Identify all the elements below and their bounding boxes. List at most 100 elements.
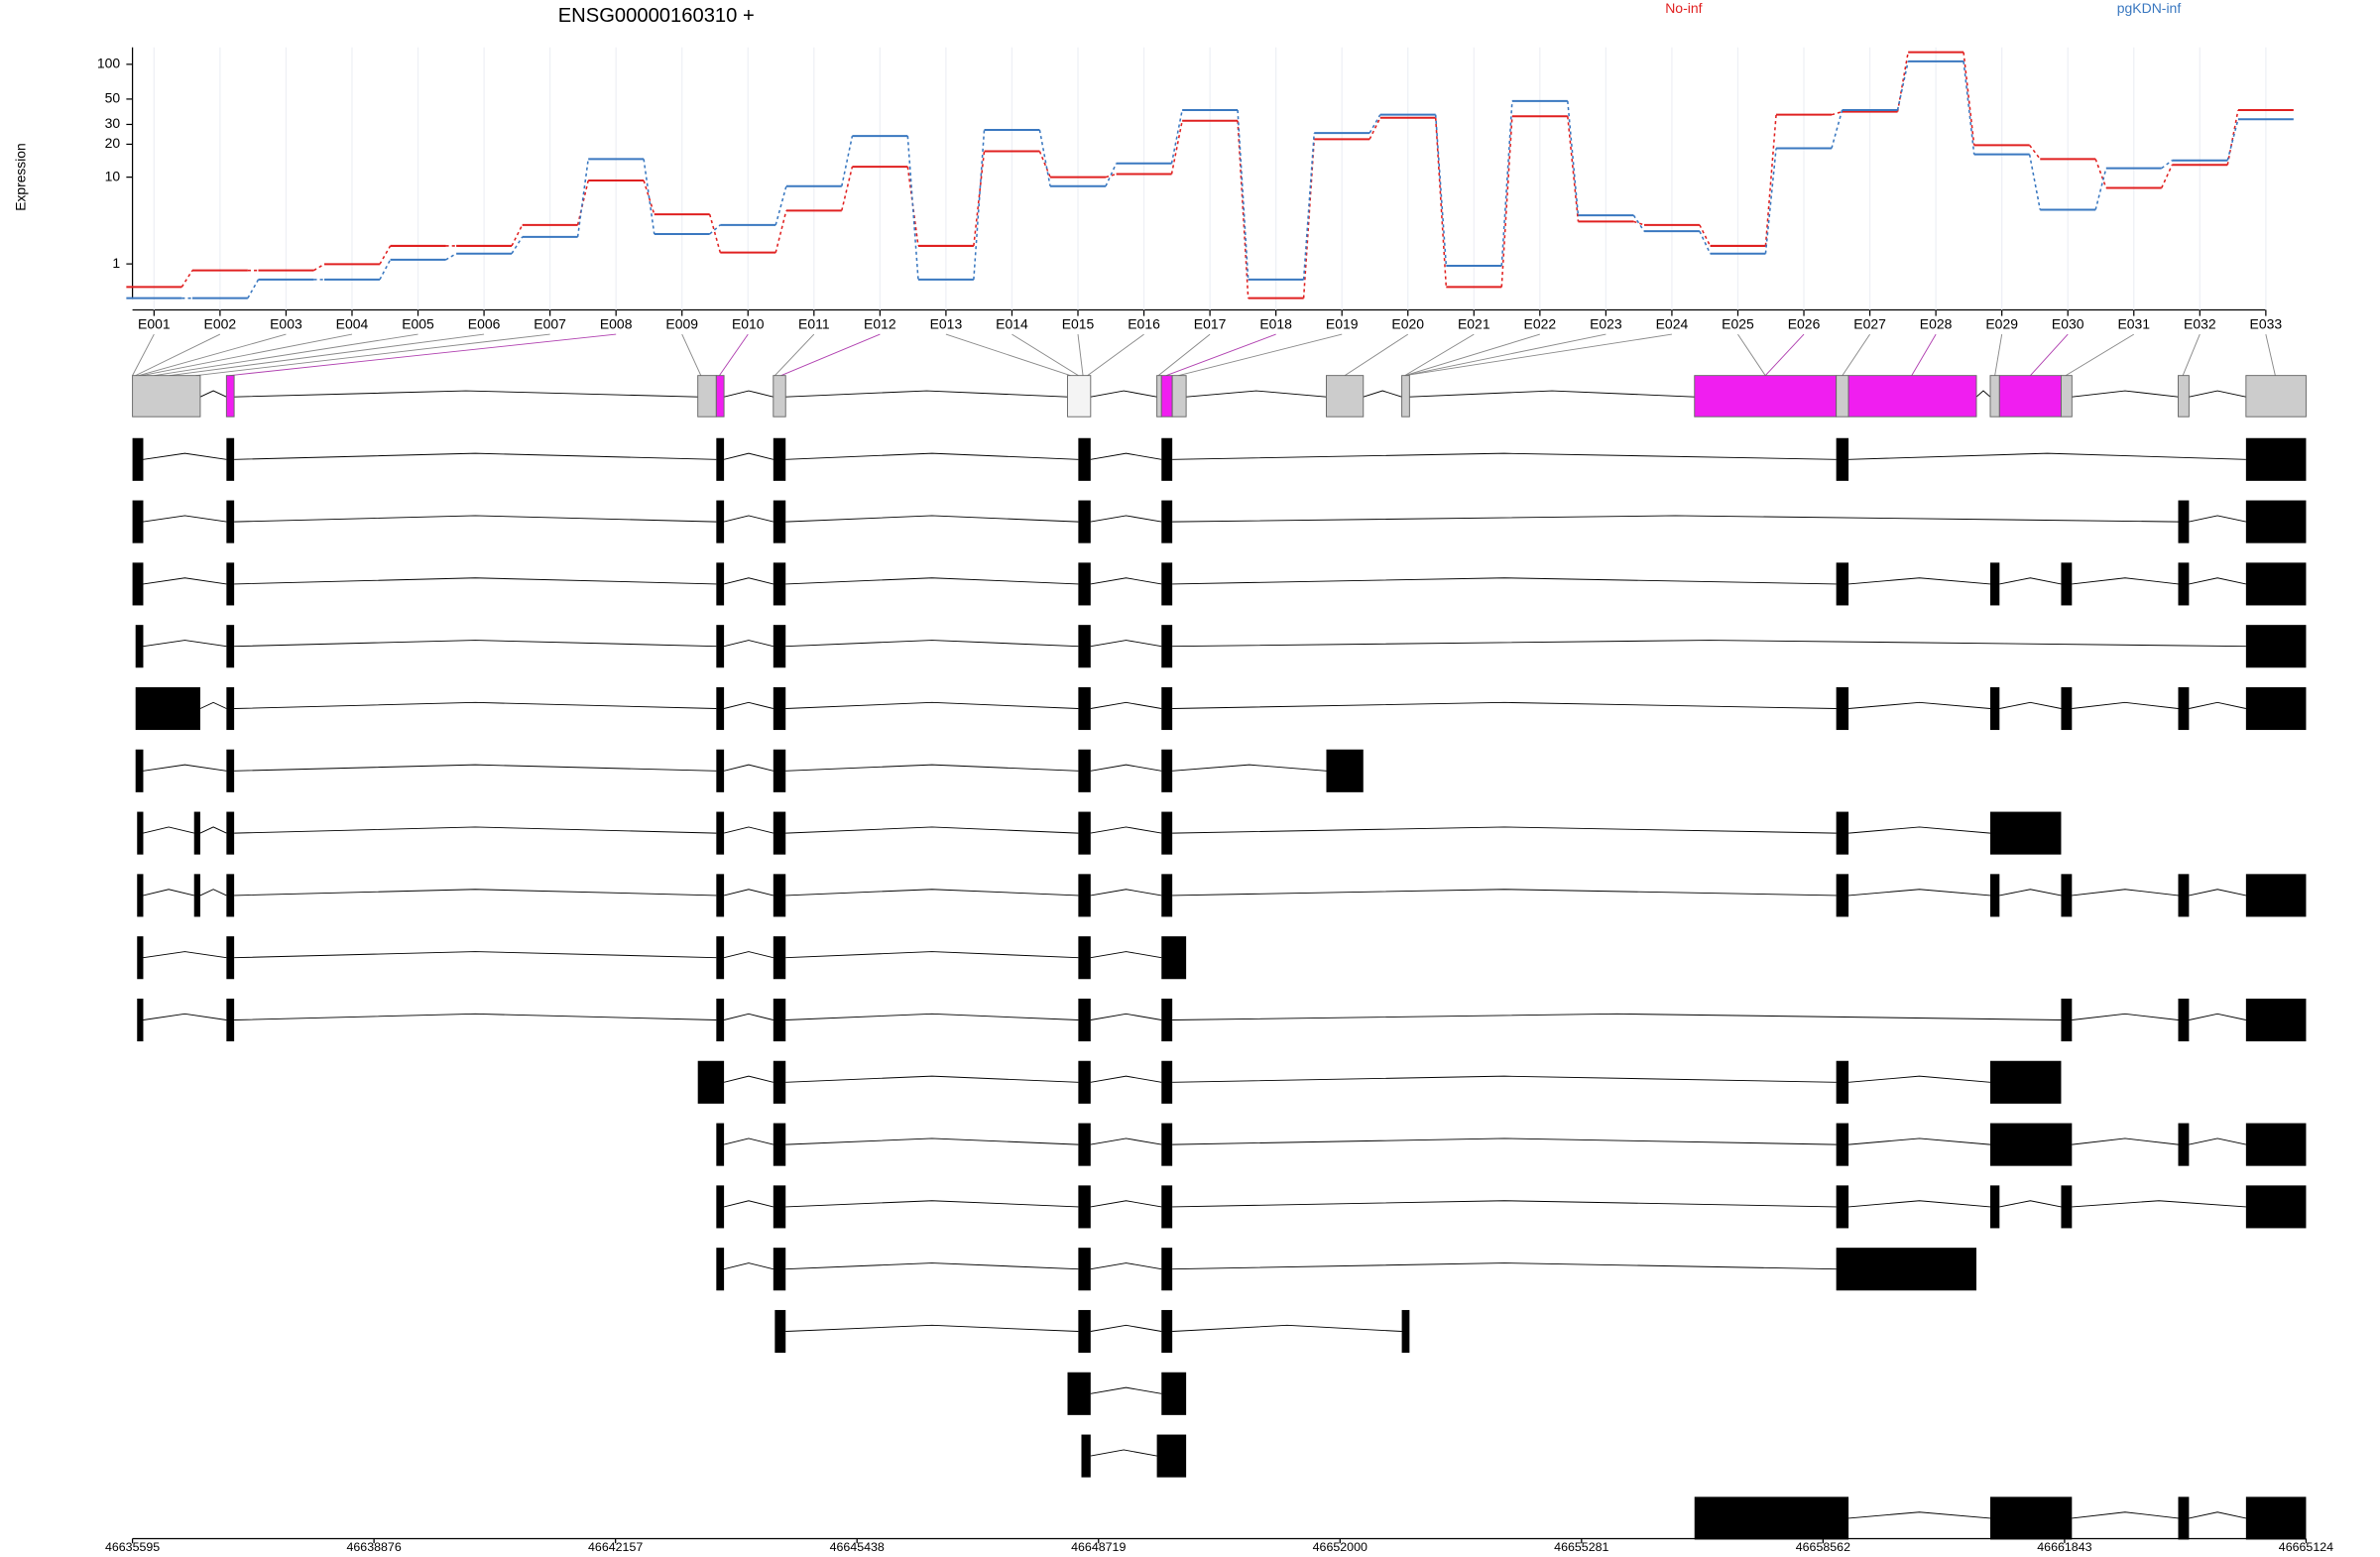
intron: [723, 577, 774, 585]
step-connector: [1302, 133, 1316, 280]
exon-link: [1911, 333, 1937, 376]
exon-bin: [2178, 375, 2190, 418]
x-tick-label: E028: [1920, 316, 1953, 332]
intron: [723, 1075, 774, 1083]
transcript-exon: [2245, 998, 2307, 1042]
step-connector: [1896, 52, 1909, 112]
transcript-exon: [1836, 562, 1849, 606]
genomic-tick-label: 46648719: [1071, 1540, 1126, 1554]
intron: [1999, 889, 2062, 897]
transcript-exon: [716, 437, 725, 481]
transcript-exon: [193, 811, 200, 855]
intron: [785, 1075, 1079, 1083]
transcript-exon: [773, 437, 786, 481]
transcript-exon: [1078, 1060, 1091, 1104]
intron: [2072, 390, 2179, 398]
x-tick-label: E011: [798, 316, 830, 332]
transcript-exon: [2178, 1123, 2190, 1166]
transcript-exon: [773, 500, 786, 543]
intron: [143, 764, 227, 772]
exon-link: [229, 333, 617, 377]
intron: [1848, 452, 2246, 460]
chart-title: ENSG00000160310 +: [558, 5, 755, 27]
transcript-exon: [716, 625, 725, 668]
exon-link: [1842, 333, 1870, 376]
intron: [785, 1324, 1079, 1332]
step-connector: [247, 279, 260, 299]
transcript-exon: [1836, 437, 1849, 481]
transcript-exon: [1161, 437, 1173, 481]
transcript-exon: [1836, 686, 1849, 731]
transcript-exon: [1078, 437, 1091, 481]
transcript-exon: [1836, 811, 1849, 855]
step-connector: [1831, 109, 1844, 149]
transcript-exon: [773, 1060, 786, 1104]
transcript-exon: [2178, 686, 2190, 731]
intron: [2072, 1138, 2179, 1145]
transcript-exon: [1078, 1185, 1091, 1229]
intron: [1848, 1200, 1991, 1208]
intron: [1172, 764, 1327, 772]
transcript-exon: [2061, 686, 2073, 731]
exon-link: [135, 333, 221, 377]
transcript-exon: [774, 1309, 786, 1354]
exon-bin: [1171, 375, 1187, 418]
step-connector: [774, 185, 787, 226]
transcript-exon: [1078, 749, 1091, 792]
intron: [143, 452, 227, 460]
intron: [723, 764, 774, 772]
intron: [1090, 701, 1162, 709]
exon-link: [1178, 333, 1343, 377]
step-connector: [1963, 52, 1975, 146]
transcript-exon: [2061, 1185, 2073, 1229]
intron: [723, 889, 774, 897]
x-tick-label: E033: [2250, 316, 2283, 332]
intron: [1172, 452, 1837, 460]
step-connector: [1831, 110, 1843, 116]
x-tick-label: E006: [468, 316, 501, 332]
intron: [785, 826, 1079, 834]
intron: [1172, 889, 1837, 897]
transcript-exon: [132, 500, 144, 543]
step-connector: [1633, 220, 1645, 226]
exon-link: [1404, 333, 1606, 377]
intron: [723, 452, 774, 460]
intron: [785, 1138, 1079, 1145]
step-connector: [1105, 163, 1118, 187]
transcript-exon: [137, 998, 144, 1042]
intron: [1090, 452, 1162, 460]
step-connector: [1237, 120, 1250, 299]
y-tick-label: 100: [97, 56, 121, 71]
transcript-exon: [1156, 1434, 1187, 1478]
intron: [2072, 1013, 2179, 1020]
intron: [785, 452, 1079, 460]
transcript-exon: [226, 562, 235, 606]
x-tick-label: E015: [1062, 316, 1095, 332]
transcript-exon: [773, 874, 786, 917]
intron: [1172, 1075, 1837, 1083]
step-connector: [774, 210, 787, 253]
step-connector: [1567, 116, 1580, 222]
intron: [143, 889, 194, 897]
exon-bin: [697, 375, 717, 418]
step-connector: [1170, 109, 1183, 164]
transcript-exon: [773, 749, 786, 792]
intron: [723, 1200, 774, 1208]
x-tick-label: E008: [600, 316, 633, 332]
step-connector: [906, 167, 919, 247]
exon-link: [1012, 333, 1079, 377]
genomic-tick-label: 46661843: [2037, 1540, 2091, 1554]
intron: [1409, 390, 1695, 398]
exon-bin: [1160, 375, 1173, 418]
exon-link: [1404, 333, 1475, 377]
intron: [2189, 701, 2246, 709]
transcript-exon: [2245, 1123, 2307, 1166]
transcript-exon: [1161, 1185, 1173, 1229]
transcript-exon: [1161, 686, 1173, 731]
x-tick-label: E017: [1194, 316, 1227, 332]
exon-link: [1994, 334, 2003, 376]
intron: [1090, 889, 1162, 897]
transcript-exon: [2245, 1497, 2307, 1540]
transcript-exon: [1401, 1309, 1410, 1354]
